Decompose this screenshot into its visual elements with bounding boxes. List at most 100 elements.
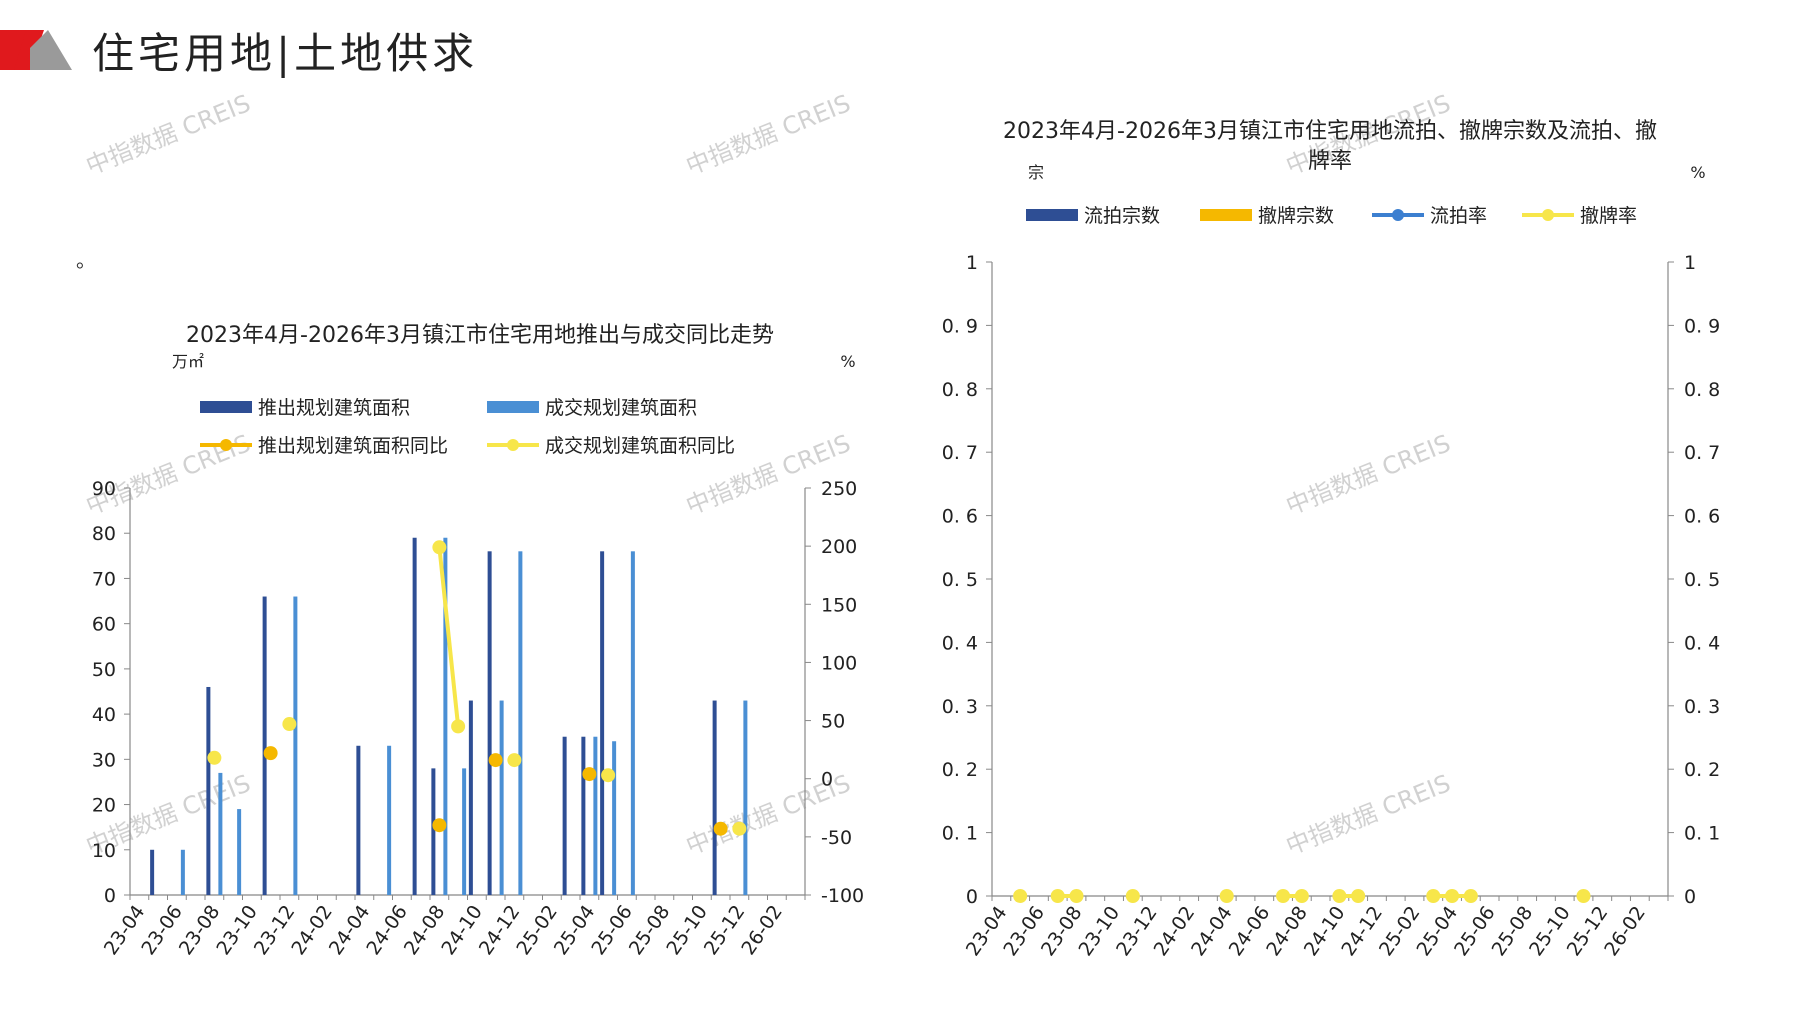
y-right-unit: %: [1690, 163, 1705, 182]
y-left-tick-label: 0. 7: [942, 442, 978, 464]
bar: [293, 596, 298, 895]
legend-swatch: [200, 401, 252, 413]
data-point: [1576, 889, 1591, 903]
bar: [600, 551, 605, 895]
series-line: [437, 547, 461, 727]
bar: [712, 700, 717, 895]
bar: [518, 551, 523, 895]
bar: [562, 736, 567, 895]
y-right-tick-label: 0. 7: [1684, 442, 1720, 464]
y-right-tick-label: 250: [821, 478, 857, 500]
data-point: [1125, 889, 1140, 903]
y-right-tick-label: -50: [821, 827, 852, 849]
y-left-tick-label: 0. 5: [942, 569, 978, 591]
bar: [581, 736, 586, 895]
bar: [150, 849, 155, 895]
y-left-tick-label: 80: [92, 523, 116, 545]
y-right-tick-label: 0. 9: [1684, 315, 1720, 337]
data-point: [263, 746, 278, 761]
data-point: [1426, 889, 1441, 903]
y-right-unit: %: [840, 352, 855, 371]
y-left-tick-label: 60: [92, 614, 116, 636]
legend-marker: [507, 439, 519, 451]
data-point: [282, 717, 297, 732]
data-point: [1351, 889, 1366, 903]
y-left-unit: 万㎡: [172, 352, 204, 371]
y-left-tick-label: 0: [104, 885, 116, 907]
legend-marker: [1392, 209, 1404, 221]
y-right-tick-label: 200: [821, 536, 857, 558]
y-right-tick-label: 0. 1: [1684, 823, 1720, 845]
data-point: [1332, 889, 1347, 903]
data-point: [1463, 889, 1478, 903]
data-point: [507, 753, 522, 768]
bar: [468, 700, 473, 895]
bar: [237, 809, 242, 895]
legend-label: 成交规划建筑面积同比: [545, 435, 735, 457]
legend-marker: [1542, 209, 1554, 221]
bar: [412, 537, 417, 895]
y-right-tick-label: 0. 5: [1684, 569, 1720, 591]
bar: [431, 768, 436, 895]
data-point: [1069, 889, 1084, 903]
y-right-tick-label: 0: [1684, 886, 1696, 908]
data-point: [1050, 889, 1065, 903]
chart-title: 牌率: [1308, 149, 1352, 174]
bar: [487, 551, 492, 895]
y-right-tick-label: 50: [821, 711, 845, 733]
y-left-tick-label: 0. 2: [942, 759, 978, 781]
y-right-tick-label: 0. 8: [1684, 379, 1720, 401]
bar: [443, 537, 448, 895]
data-point: [1013, 889, 1028, 903]
bar: [593, 736, 598, 895]
legend-label: 成交规划建筑面积: [545, 397, 697, 419]
y-left-tick-label: 30: [92, 749, 116, 771]
legend-label: 撤牌宗数: [1258, 205, 1334, 227]
legend-label: 流拍率: [1430, 205, 1487, 227]
y-left-tick-label: 20: [92, 795, 116, 817]
legend-swatch: [1026, 209, 1078, 221]
y-right-tick-label: 150: [821, 594, 857, 616]
bar: [462, 768, 467, 895]
page-title: 住宅用地|土地供求: [92, 29, 479, 78]
bar: [218, 772, 223, 895]
legend-label: 流拍宗数: [1084, 205, 1160, 227]
bar: [262, 596, 267, 895]
bar: [612, 741, 617, 895]
y-left-tick-label: 0. 1: [942, 823, 978, 845]
legend-marker: [220, 439, 232, 451]
data-point: [432, 540, 447, 555]
y-left-tick-label: 0. 8: [942, 379, 978, 401]
data-point: [732, 821, 747, 836]
legend-label: 撤牌率: [1580, 205, 1637, 227]
y-right-tick-label: 0. 6: [1684, 506, 1720, 528]
note-text: 。: [76, 248, 96, 272]
watermark: 中指数据 CREIS: [682, 89, 855, 181]
y-left-tick-label: 1: [966, 252, 978, 274]
bar: [180, 849, 185, 895]
y-left-tick-label: 70: [92, 568, 116, 590]
y-left-tick-label: 0. 9: [942, 315, 978, 337]
x-tick-label: 26-02: [1600, 902, 1650, 960]
y-left-tick-label: 0. 4: [942, 632, 978, 654]
data-point: [582, 767, 597, 782]
y-right-tick-label: 1: [1684, 252, 1696, 274]
data-point: [432, 818, 447, 833]
bar: [356, 745, 361, 895]
y-right-tick-label: 0. 2: [1684, 759, 1720, 781]
y-left-tick-label: 0. 6: [942, 506, 978, 528]
y-left-tick-label: 10: [92, 840, 116, 862]
bar: [206, 686, 211, 895]
y-right-tick-label: 0: [821, 769, 833, 791]
chart-title: 2023年4月-2026年3月镇江市住宅用地推出与成交同比走势: [186, 323, 774, 348]
y-right-tick-label: 0. 4: [1684, 632, 1720, 654]
y-right-tick-label: -100: [821, 885, 864, 907]
data-point: [601, 768, 616, 783]
header: 住宅用地|土地供求: [0, 0, 600, 90]
y-left-unit: 宗: [1028, 163, 1044, 182]
data-point: [1219, 889, 1234, 903]
y-left-tick-label: 90: [92, 478, 116, 500]
data-point: [451, 719, 466, 734]
